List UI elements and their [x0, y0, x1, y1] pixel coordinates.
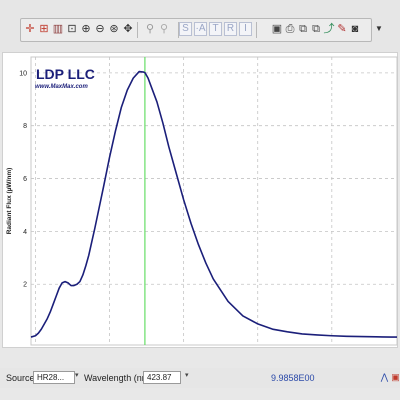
- plot-area[interactable]: 350400450500550246810LDP LLCwww.MaxMax.c…: [2, 52, 398, 348]
- mode-button-3[interactable]: R: [224, 22, 237, 36]
- source-label: Source:: [6, 373, 38, 383]
- spectrum-line: [30, 70, 397, 338]
- plot-background: [30, 56, 398, 346]
- camera-icon[interactable]: ◙: [351, 22, 359, 35]
- spectrum-chart[interactable]: 350400450500550246810LDP LLCwww.MaxMax.c…: [3, 53, 399, 349]
- toolbar-separator: [137, 22, 138, 38]
- source-select[interactable]: HR28...: [33, 371, 75, 384]
- y-tick-label: 8: [23, 123, 27, 130]
- zoom-box-icon[interactable]: ⊡: [67, 22, 77, 35]
- toolbar-separator: [256, 22, 257, 38]
- mode-button-4[interactable]: I: [239, 22, 252, 36]
- zoom-fit-icon[interactable]: ⊛: [109, 22, 119, 35]
- chevron-down-icon[interactable]: ▾: [185, 372, 189, 379]
- toolbar: ✛ ⊞ ▥ ⊡ ⊕ ⊖ ⊛ ✥ ⚲ ⚲ S ·A T R I ▣ ⎙ ⧉ ⧉ ⤴ ✎ ◙ ▼: [0, 0, 400, 52]
- copy-icon[interactable]: ⧉: [299, 22, 307, 35]
- close-icon[interactable]: ▣: [391, 371, 400, 382]
- wavelength-label: Wavelength (nm):: [84, 373, 155, 383]
- crosshair-icon[interactable]: ✛: [25, 22, 35, 35]
- marker-icon[interactable]: ⚲: [159, 22, 169, 35]
- print-icon[interactable]: ⎙: [285, 22, 295, 35]
- trash-icon[interactable]: ▥: [52, 22, 64, 35]
- flux-readout: 9.9858E00: [271, 373, 315, 383]
- y-axis-label: Radiant Flux (µW/nm): [6, 168, 13, 235]
- toolbar-panel: ✛ ⊞ ▥ ⊡ ⊕ ⊖ ⊛ ✥ ⚲ ⚲ S ·A T R I ▣ ⎙ ⧉ ⧉ ⤴ ✎ ◙: [20, 18, 372, 42]
- save-icon[interactable]: ▣: [271, 22, 283, 35]
- pan-icon[interactable]: ✥: [123, 22, 133, 35]
- pin-icon[interactable]: ⚲: [145, 22, 155, 35]
- export-icon[interactable]: ⤴: [323, 22, 335, 35]
- chevron-down-icon[interactable]: ▼: [375, 24, 383, 33]
- toolbar-separator: [178, 22, 179, 38]
- copy-data-icon[interactable]: ⧉: [312, 22, 320, 35]
- y-tick-label: 4: [23, 229, 27, 236]
- wavelength-input[interactable]: 423.87: [143, 371, 181, 384]
- zoom-in-icon[interactable]: ⊕: [81, 22, 91, 35]
- settings-icon[interactable]: ✎: [337, 22, 347, 35]
- chevron-down-icon[interactable]: ▾: [75, 372, 79, 379]
- mode-button-1[interactable]: ·A: [194, 22, 207, 36]
- website-watermark: www.MaxMax.com: [35, 84, 88, 90]
- peak-icon[interactable]: ⋀: [380, 371, 389, 382]
- mode-button-0[interactable]: S: [179, 22, 192, 36]
- mode-button-2[interactable]: T: [209, 22, 222, 36]
- zoom-out-icon[interactable]: ⊖: [95, 22, 105, 35]
- y-tick-label: 6: [23, 176, 27, 183]
- company-watermark: LDP LLC: [36, 66, 95, 82]
- status-bar: Source: HR28... ▾ Wavelength (nm): 423.8…: [0, 368, 400, 388]
- y-tick-label: 2: [23, 282, 27, 289]
- grid-icon[interactable]: ⊞: [39, 22, 49, 35]
- y-tick-label: 10: [19, 70, 27, 77]
